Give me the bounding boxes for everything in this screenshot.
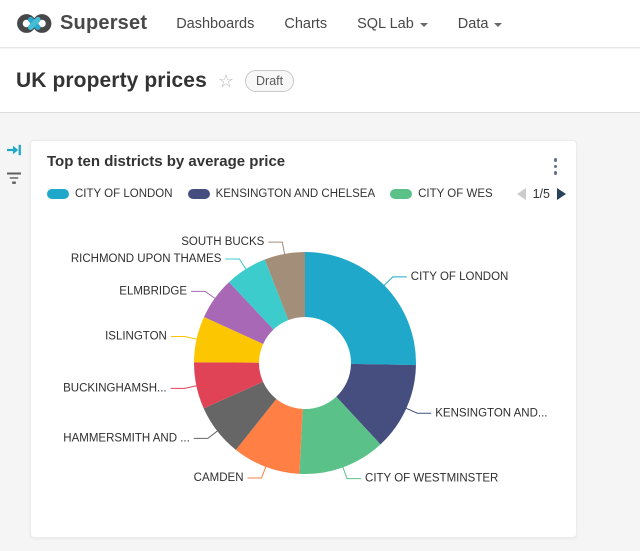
label-leader-line — [383, 276, 407, 287]
superset-brand[interactable]: Superset — [16, 12, 147, 35]
chart-card-header: Top ten districts by average price — [47, 153, 536, 170]
donut-slice[interactable] — [299, 396, 381, 474]
legend-item[interactable]: KENSINGTON AND CHELSEA — [187, 188, 376, 200]
label-leader-line — [405, 407, 432, 414]
superset-logo-icon — [17, 14, 52, 33]
nav-sql-lab-label: SQL Lab — [357, 15, 414, 32]
donut-chart[interactable]: CITY OF LONDON KENSINGTON AND... CITY OF W… — [31, 207, 578, 537]
label-leader-line — [247, 465, 267, 479]
chevron-down-icon — [494, 22, 503, 27]
legend-item[interactable]: CITY OF WES — [390, 188, 493, 200]
legend-label: KENSINGTON AND CHELSEA — [215, 188, 376, 200]
legend-pagination: 1/5 — [516, 187, 566, 201]
status-badge[interactable]: Draft — [245, 69, 295, 92]
donut-slice-label: CAMDEN — [194, 472, 244, 484]
donut-slice-label: ISLINGTON — [105, 331, 167, 343]
label-leader-line — [191, 290, 216, 300]
brand-name: Superset — [60, 12, 148, 34]
donut-slice-label: ELMBRIDGE — [119, 285, 187, 297]
legend-swatch — [47, 189, 69, 199]
chart-options-menu-button[interactable] — [551, 155, 561, 178]
nav-dashboards-label: Dashboards — [176, 15, 255, 32]
donut-slice[interactable] — [194, 362, 264, 409]
nav-dashboards[interactable]: Dashboards — [161, 0, 269, 48]
legend-item[interactable]: CITY OF LONDON — [47, 188, 173, 200]
kebab-icon — [553, 171, 557, 175]
donut-slice[interactable] — [229, 259, 289, 330]
legend-label: CITY OF LONDON — [75, 188, 173, 200]
nav-data[interactable]: Data — [443, 0, 518, 48]
dashboard-title-bar: UK property prices ☆ Draft — [0, 49, 640, 113]
legend-next-icon[interactable] — [557, 188, 566, 200]
donut-slice-label: CITY OF LONDON — [411, 271, 509, 283]
legend-prev-icon[interactable] — [516, 188, 526, 200]
legend-swatch — [390, 189, 413, 199]
chart-title[interactable]: Top ten districts by average price — [47, 153, 286, 170]
legend-swatch — [187, 189, 210, 199]
donut-slice-label: CITY OF WESTMINSTER — [365, 473, 498, 485]
donut-slice-label: RICHMOND UPON THAMES — [71, 253, 222, 265]
favorite-star-icon[interactable]: ☆ — [217, 70, 234, 91]
expand-filter-bar-icon[interactable] — [6, 142, 22, 158]
page-title: UK property prices — [16, 68, 207, 92]
filter-bar-collapsed — [6, 142, 22, 186]
donut-slice[interactable] — [203, 282, 274, 344]
donut-slice-label: HAMMERSMITH AND ... — [63, 432, 190, 444]
filter-funnel-icon[interactable] — [6, 170, 22, 186]
nav-sql-lab[interactable]: SQL Lab — [342, 0, 443, 48]
donut-slice-label: BUCKINGHAMSH... — [63, 382, 167, 394]
chart-card: Top ten districts by average price CITY … — [30, 140, 577, 538]
main-nav: Dashboards Charts SQL Lab Data — [161, 0, 517, 48]
nav-data-label: Data — [457, 15, 489, 32]
donut-slice[interactable] — [203, 381, 277, 450]
nav-charts[interactable]: Charts — [269, 0, 342, 48]
label-leader-line — [193, 430, 219, 439]
kebab-icon — [553, 164, 557, 168]
donut-slice[interactable] — [336, 363, 416, 445]
donut-slice[interactable] — [194, 317, 264, 363]
top-navbar: Superset Dashboards Charts SQL Lab Data — [0, 0, 640, 48]
donut-slice[interactable] — [235, 398, 303, 474]
donut-slice[interactable] — [264, 252, 305, 321]
donut-slice-label: KENSINGTON AND... — [435, 407, 547, 419]
donut-slice[interactable] — [305, 252, 416, 366]
label-leader-line — [170, 385, 198, 389]
donut-slice-label: SOUTH BUCKS — [181, 236, 264, 248]
label-leader-line — [342, 466, 362, 480]
chevron-down-icon — [419, 22, 428, 27]
nav-charts-label: Charts — [284, 15, 328, 32]
legend-items: CITY OF LONDON KENSINGTON AND CHELSEA CI… — [47, 188, 513, 200]
legend-page-indicator: 1/5 — [532, 187, 550, 201]
label-leader-line — [170, 336, 198, 340]
label-leader-line — [225, 258, 247, 271]
legend-label: CITY OF WES — [418, 188, 493, 200]
kebab-icon — [553, 158, 557, 162]
label-leader-line — [268, 241, 286, 255]
chart-legend: CITY OF LONDON KENSINGTON AND CHELSEA CI… — [47, 185, 566, 203]
